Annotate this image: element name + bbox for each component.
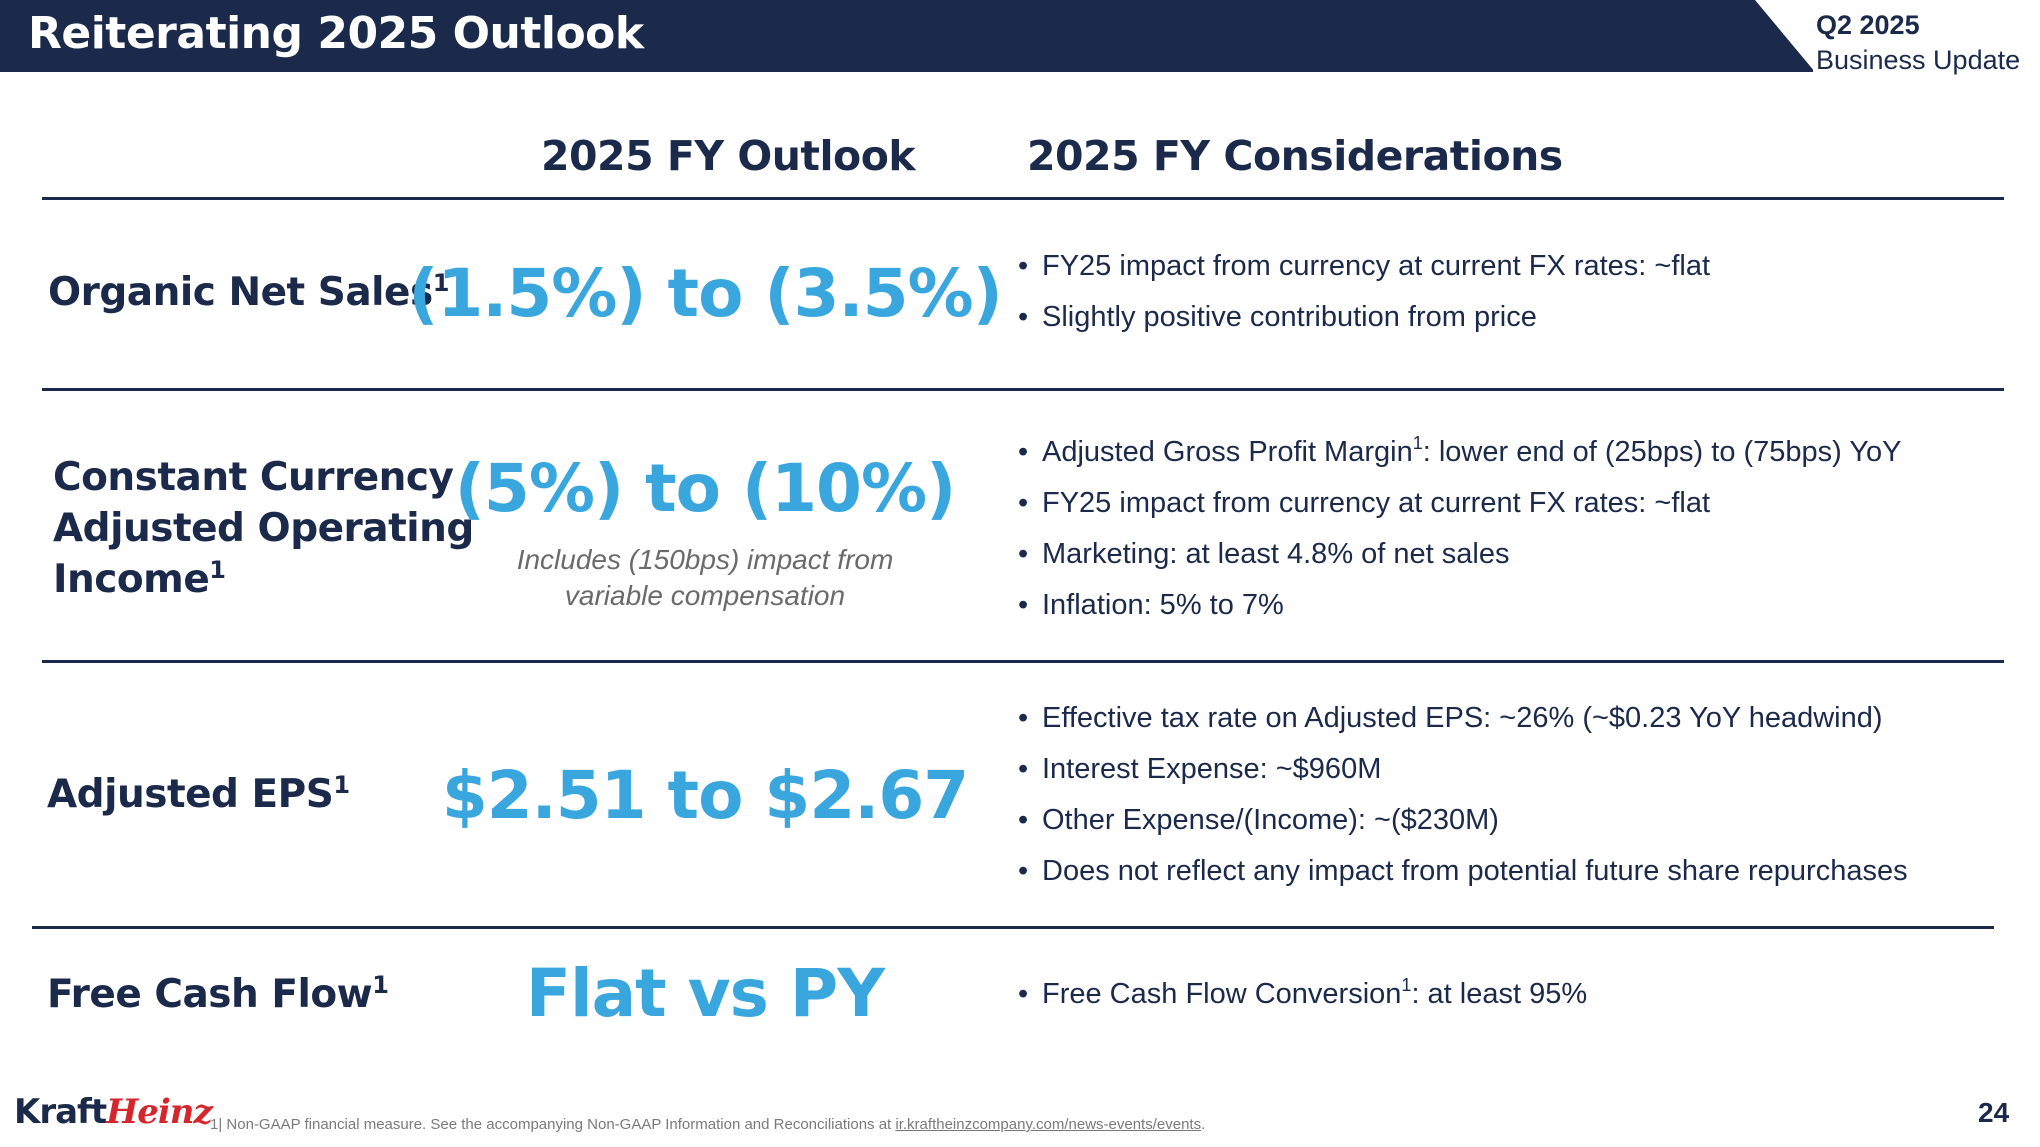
- list-item: Effective tax rate on Adjusted EPS: ~26%…: [1018, 693, 1908, 744]
- row-label-constant-currency-aoi: Constant Currency Adjusted Operating Inc…: [53, 455, 474, 602]
- list-item: FY25 impact from currency at current FX …: [1018, 478, 1902, 529]
- footnote: 1| Non-GAAP financial measure. See the a…: [210, 1116, 1206, 1133]
- header-tag-area: [1813, 0, 2040, 72]
- list-item: Adjusted Gross Profit Margin1: lower end…: [1018, 427, 1902, 478]
- list-item: Slightly positive contribution from pric…: [1018, 292, 1710, 343]
- considerations-organic-net-sales: FY25 impact from currency at current FX …: [1018, 241, 1710, 343]
- divider-row-2: [42, 660, 2004, 663]
- considerations-adjusted-eps: Effective tax rate on Adjusted EPS: ~26%…: [1018, 693, 1908, 897]
- row-label-free-cash-flow: Free Cash Flow1: [47, 971, 389, 1017]
- outlook-note: Includes (150bps) impact from variable c…: [516, 544, 894, 611]
- report-type: Business Update: [1816, 45, 2021, 75]
- considerations-constant-currency-aoi: Adjusted Gross Profit Margin1: lower end…: [1018, 427, 1902, 631]
- list-item: Interest Expense: ~$960M: [1018, 744, 1908, 795]
- divider-row-3: [32, 926, 1994, 929]
- header-band: [0, 0, 2040, 72]
- outlook-constant-currency-aoi: (5%) to (10%): [454, 450, 957, 527]
- list-item: Inflation: 5% to 7%: [1018, 580, 1902, 631]
- report-period: Q2 2025: [1816, 10, 1920, 40]
- row-label-organic-net-sales: Organic Net Sales1: [48, 269, 449, 315]
- outlook-organic-net-sales: (1.5%) to (3.5%): [408, 255, 1003, 332]
- divider-row-1: [42, 388, 2004, 391]
- considerations-free-cash-flow: Free Cash Flow Conversion1: at least 95%: [1018, 969, 1587, 1020]
- list-item: Does not reflect any impact from potenti…: [1018, 846, 1908, 897]
- header-notch: [1755, 0, 1815, 72]
- column-header-outlook: 2025 FY Outlook: [541, 132, 916, 180]
- column-header-considerations: 2025 FY Considerations: [1027, 132, 1563, 180]
- slide-title: Reiterating 2025 Outlook: [28, 8, 644, 59]
- list-item: FY25 impact from currency at current FX …: [1018, 241, 1710, 292]
- investor-events-link[interactable]: ir.kraftheinzcompany.com/news-events/eve…: [895, 1116, 1202, 1133]
- outlook-adjusted-eps: $2.51 to $2.67: [441, 757, 969, 834]
- kraft-heinz-logo: KraftHeinz: [14, 1092, 213, 1132]
- list-item: Marketing: at least 4.8% of net sales: [1018, 529, 1902, 580]
- page-number: 24: [1978, 1097, 2010, 1128]
- list-item: Other Expense/(Income): ~($230M): [1018, 795, 1908, 846]
- outlook-free-cash-flow: Flat vs PY: [525, 955, 885, 1032]
- list-item: Free Cash Flow Conversion1: at least 95%: [1018, 969, 1587, 1020]
- row-label-adjusted-eps: Adjusted EPS1: [47, 771, 350, 817]
- divider-header: [42, 197, 2004, 200]
